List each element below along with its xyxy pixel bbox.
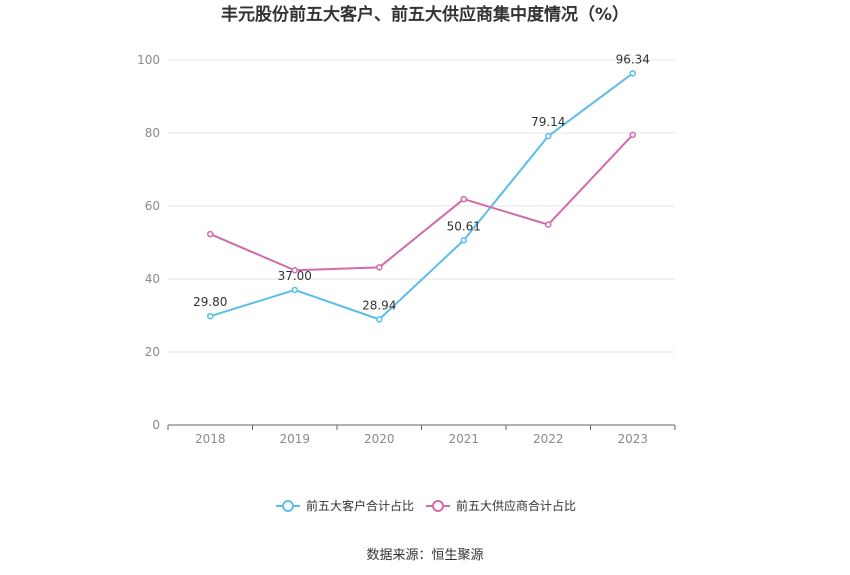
series-line-1 bbox=[209, 134, 634, 272]
data-point bbox=[460, 195, 467, 203]
data-point bbox=[291, 286, 298, 294]
data-point bbox=[545, 132, 552, 140]
series-line-0 bbox=[209, 72, 634, 321]
y-tick-label: 100 bbox=[137, 53, 160, 67]
data-label: 50.61 bbox=[447, 219, 481, 233]
data-label: 96.34 bbox=[616, 52, 650, 66]
y-tick-label: 0 bbox=[152, 418, 160, 432]
chart-title: 丰元股份前五大客户、前五大供应商集中度情况（%） bbox=[221, 4, 629, 25]
data-point bbox=[545, 221, 552, 228]
legend-marker bbox=[282, 500, 294, 512]
data-point bbox=[291, 266, 298, 274]
data-labels: 29.80 37.00 28.94 50.61 79.14 96.34 bbox=[193, 52, 650, 312]
x-axis: 2018 2019 2020 2021 2022 2023 bbox=[167, 424, 676, 446]
legend-label: 前五大供应商合计占比 bbox=[456, 498, 576, 513]
data-label: 37.00 bbox=[278, 269, 312, 283]
x-tick-label: 2023 bbox=[617, 432, 648, 446]
legend-marker bbox=[432, 500, 444, 512]
series-group bbox=[207, 70, 636, 323]
data-label: 79.14 bbox=[531, 115, 565, 129]
data-point bbox=[376, 264, 383, 271]
x-tick-label: 2018 bbox=[195, 432, 226, 446]
source-note: 数据来源：恒生聚源 bbox=[366, 548, 483, 563]
data-point bbox=[629, 131, 636, 139]
y-tick-label: 20 bbox=[145, 345, 160, 359]
data-point bbox=[207, 230, 214, 238]
data-label: 29.80 bbox=[193, 295, 227, 309]
grid-lines bbox=[168, 59, 675, 353]
x-tick-label: 2019 bbox=[279, 432, 310, 446]
x-tick-label: 2022 bbox=[533, 432, 564, 446]
x-tick-label: 2021 bbox=[448, 432, 479, 446]
x-tick-label: 2020 bbox=[364, 432, 395, 446]
y-axis: 0 20 40 60 80 100 bbox=[137, 53, 160, 432]
data-point bbox=[376, 316, 383, 323]
y-tick-label: 40 bbox=[145, 272, 160, 286]
y-tick-label: 60 bbox=[145, 199, 160, 213]
y-tick-label: 80 bbox=[145, 126, 160, 140]
data-point bbox=[207, 312, 214, 320]
legend-label: 前五大客户合计占比 bbox=[306, 498, 414, 513]
data-label: 28.94 bbox=[362, 298, 396, 312]
legend: 前五大客户合计占比 前五大供应商合计占比 bbox=[276, 498, 576, 513]
data-point bbox=[460, 237, 467, 244]
data-point bbox=[629, 70, 636, 77]
